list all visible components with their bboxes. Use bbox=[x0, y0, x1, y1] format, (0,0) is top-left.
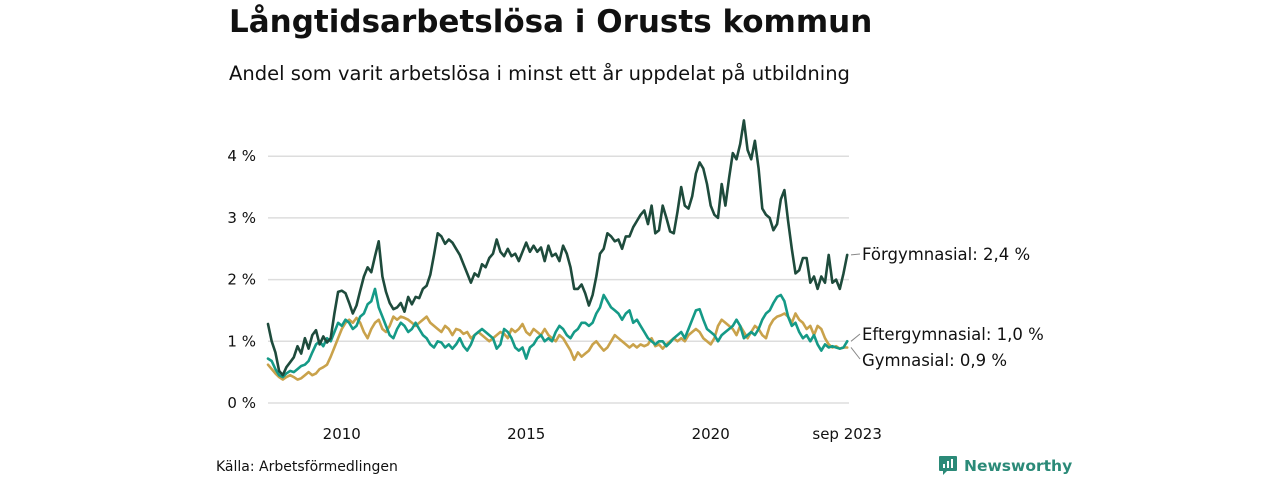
source-note: Källa: Arbetsförmedlingen bbox=[216, 459, 398, 475]
x-tick-label-1: 2015 bbox=[507, 425, 545, 443]
y-tick-label-0: 0 % bbox=[227, 394, 256, 412]
grid-lines bbox=[268, 155, 849, 404]
leader-line-forgymnasial bbox=[850, 253, 861, 256]
newsworthy-logo-icon bbox=[939, 456, 957, 475]
brand-logo: Newsworthy bbox=[938, 455, 1072, 476]
series-label-gymnasial: Gymnasial: 0,9 % bbox=[862, 351, 1007, 370]
chart-title: Långtidsarbetslösa i Orusts kommun bbox=[229, 4, 873, 40]
y-tick-label-3: 3 % bbox=[227, 209, 256, 227]
x-axis-ticks: 2010 2015 2020 sep 2023 bbox=[323, 425, 882, 443]
series-lines bbox=[266, 119, 849, 381]
leader-line-eftergymnasial bbox=[850, 333, 861, 342]
series-label-forgymnasial: Förgymnasial: 2,4 % bbox=[862, 245, 1030, 264]
y-tick-label-4: 4 % bbox=[227, 147, 256, 165]
brand-name: Newsworthy bbox=[964, 456, 1073, 475]
x-tick-label-2: 2020 bbox=[692, 425, 730, 443]
series-label-eftergymnasial: Eftergymnasial: 1,0 % bbox=[862, 325, 1044, 344]
series-line-eftergymnasial bbox=[266, 287, 849, 379]
series-line-forgymnasial bbox=[266, 119, 849, 377]
series-labels: Förgymnasial: 2,4 % Eftergymnasial: 1,0 %… bbox=[850, 245, 1044, 370]
y-tick-label-2: 2 % bbox=[227, 271, 256, 289]
leader-line-gymnasial bbox=[850, 347, 861, 360]
x-tick-label-3: sep 2023 bbox=[812, 425, 882, 443]
x-tick-label-0: 2010 bbox=[323, 425, 361, 443]
y-axis-ticks: 0 % 1 % 2 % 3 % 4 % bbox=[227, 147, 256, 412]
chart-subtitle: Andel som varit arbetslösa i minst ett å… bbox=[229, 62, 850, 85]
y-tick-label-1: 1 % bbox=[227, 332, 256, 350]
